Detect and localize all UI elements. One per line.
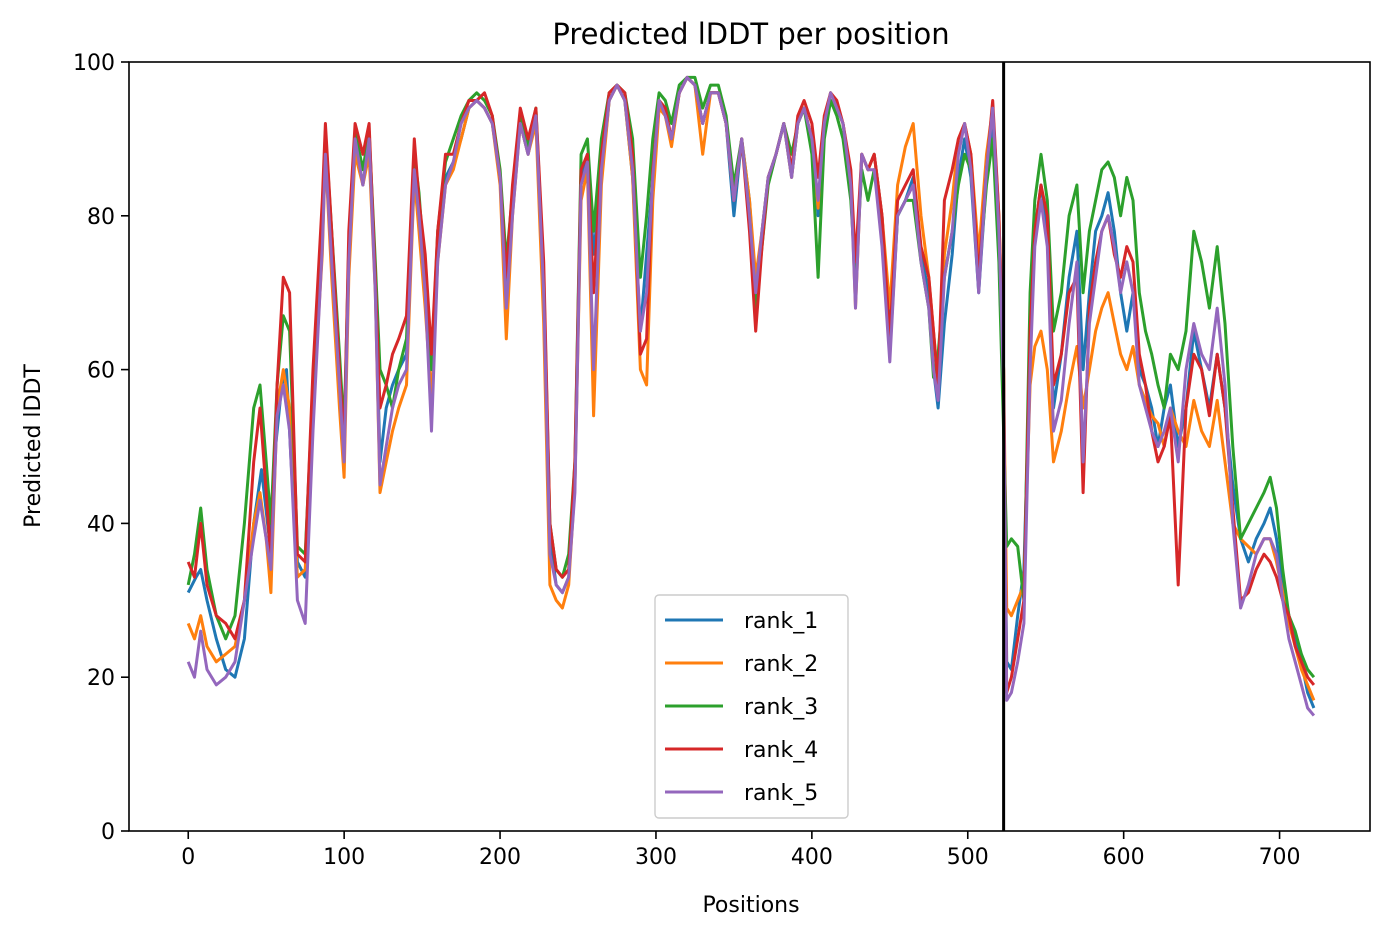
legend-label-rank_4: rank_4 (744, 738, 818, 763)
chart-title: Predicted lDDT per position (552, 17, 949, 51)
y-tick-label: 60 (87, 359, 115, 384)
x-tick-label: 0 (181, 845, 195, 870)
y-tick-label: 100 (73, 51, 115, 76)
plot-area (128, 61, 1371, 832)
series-line-rank_5 (186, 75, 1316, 717)
y-tick-label: 20 (87, 666, 115, 691)
plot-frame (128, 61, 1371, 832)
y-tick-label: 80 (87, 205, 115, 230)
x-axis-label: Positions (702, 893, 799, 918)
y-tick-label: 0 (101, 820, 115, 845)
x-tick-label: 100 (323, 845, 365, 870)
y-axis-label: Predicted lDDT (21, 364, 46, 528)
legend-box (654, 594, 849, 819)
x-tick-label: 400 (791, 845, 833, 870)
legend-label-rank_2: rank_2 (744, 652, 818, 677)
legend-label-rank_5: rank_5 (744, 781, 818, 806)
x-tick-label: 700 (1259, 845, 1301, 870)
legend-label-rank_1: rank_1 (744, 609, 818, 634)
series-group (186, 75, 1316, 717)
x-tick-label: 200 (479, 845, 521, 870)
legend-label-rank_3: rank_3 (744, 695, 818, 720)
legend: rank_1 rank_2 rank_3 rank_4 rank_5 (654, 594, 849, 819)
y-axis: 0 20 40 60 80 100 (73, 51, 129, 845)
x-axis: 0 100 200 300 400 500 600 700 (181, 831, 1301, 870)
y-tick-label: 40 (87, 512, 115, 537)
x-tick-label: 600 (1103, 845, 1145, 870)
x-tick-label: 500 (947, 845, 989, 870)
x-tick-label: 300 (635, 845, 677, 870)
